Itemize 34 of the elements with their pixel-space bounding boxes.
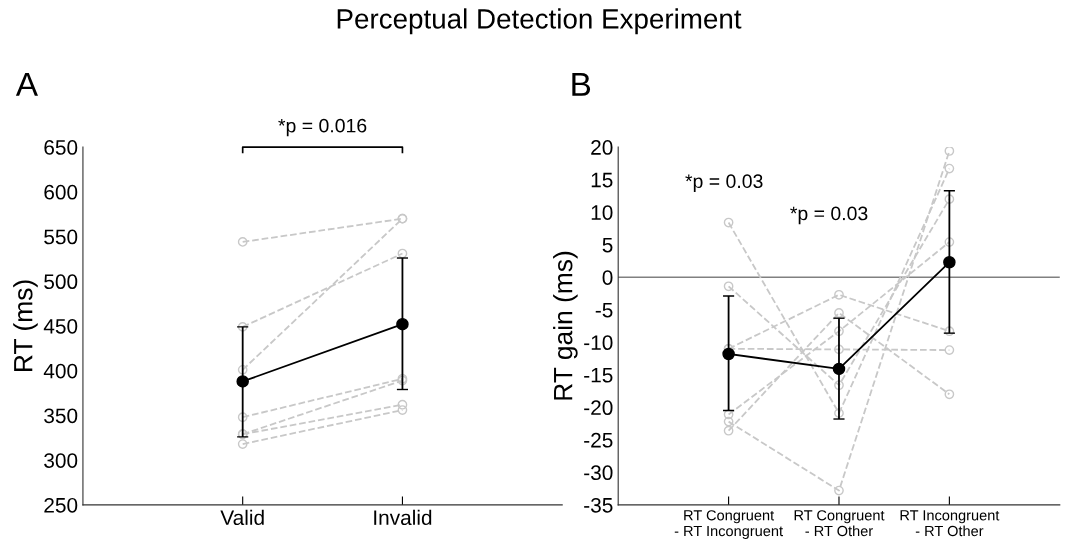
y-axis-title: RT (ms) bbox=[13, 280, 38, 371]
y-tick-label: 300 bbox=[44, 453, 78, 468]
y-tick-label: -5 bbox=[595, 302, 613, 318]
annotation: *p = 0.03 bbox=[685, 174, 763, 192]
y-tick-label: -25 bbox=[584, 432, 613, 448]
y-tick-label: 650 bbox=[44, 140, 78, 155]
y-tick-label: 500 bbox=[44, 274, 78, 290]
y-tick-label: 20 bbox=[591, 140, 613, 155]
text: *p = 0.016 bbox=[278, 118, 367, 137]
x-tick-label: RT Congruent - RT Other bbox=[794, 510, 885, 537]
y-tick-label: 0 bbox=[602, 270, 613, 285]
y-tick-label: 600 bbox=[44, 184, 78, 200]
y-tick-label: 400 bbox=[43, 363, 78, 379]
y-tick-label: 250 bbox=[44, 497, 78, 513]
y-tick-label: 350 bbox=[44, 408, 78, 424]
y-tick-label: 15 bbox=[591, 172, 613, 188]
y-tick-label: 550 bbox=[44, 229, 78, 245]
text: Perceptual Detection Experiment bbox=[337, 8, 742, 35]
y-tick-label: 10 bbox=[591, 205, 613, 220]
y-tick-label: -30 bbox=[584, 465, 613, 481]
x-tick-label: Invalid bbox=[374, 509, 432, 526]
chart-title: B bbox=[572, 72, 591, 96]
y-tick-label: -20 bbox=[584, 400, 613, 416]
y-tick-label: -15 bbox=[584, 368, 613, 383]
y-axis-title: RT gain (ms) bbox=[553, 251, 578, 400]
annotation: *p = 0.03 bbox=[790, 206, 868, 225]
y-tick-label: -35 bbox=[584, 497, 613, 513]
x-tick-label: Valid bbox=[220, 509, 264, 526]
y-tick-label: 5 bbox=[602, 237, 613, 253]
y-tick-label: -10 bbox=[584, 335, 613, 351]
x-tick-label: RT Congruent - RT Incongruent bbox=[674, 510, 783, 540]
x-tick-label: RT Incongruent - RT Other bbox=[900, 510, 1000, 537]
y-tick-label: 450 bbox=[43, 318, 78, 334]
chart-title: A bbox=[15, 72, 38, 96]
